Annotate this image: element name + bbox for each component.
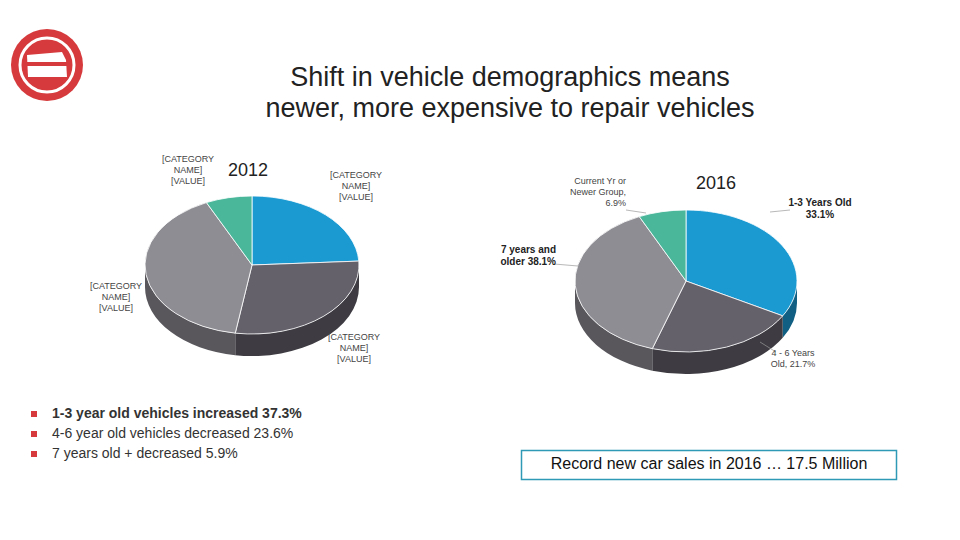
title: Shift in vehicle demographics means [160, 62, 860, 93]
leader-line [554, 264, 578, 266]
label-value: 21.7% [790, 359, 816, 369]
data-label: Current Yr or Newer Group, 6.9% [562, 176, 626, 209]
label-category: Current Yr or Newer Group, [570, 176, 626, 197]
callout-box [522, 451, 897, 480]
pie-slice [639, 210, 686, 281]
label-category: [CATEGORY NAME] [328, 332, 380, 353]
pie-slice [206, 196, 252, 265]
data-label: [CATEGORY NAME][VALUE] [160, 154, 216, 187]
label-category: 1-3 Years Old [788, 197, 851, 208]
label-value: 38.1% [528, 256, 556, 267]
title: newer, more expensive to repair vehicles [160, 93, 860, 124]
pie-title: 2012 [208, 160, 288, 181]
data-label: 7 years and older 38.1% [484, 244, 556, 268]
data-label: [CATEGORY NAME][VALUE] [326, 332, 382, 365]
bullet: 4-6 year old vehicles decreased 23.6% [52, 425, 293, 441]
leader-line [770, 210, 790, 212]
label-value: [VALUE] [337, 354, 371, 364]
data-label: 1-3 Years Old 33.1% [786, 197, 854, 221]
label-value: 6.9% [605, 198, 626, 208]
data-label: [CATEGORY NAME][VALUE] [88, 281, 144, 314]
label-value: [VALUE] [339, 192, 373, 202]
label-category: [CATEGORY NAME] [90, 281, 142, 302]
label-category: [CATEGORY NAME] [162, 154, 214, 175]
bullet: 1-3 year old vehicles increased 37.3% [52, 405, 302, 421]
data-label: [CATEGORY NAME][VALUE] [328, 170, 384, 203]
label-value: [VALUE] [99, 303, 133, 313]
bullet: 7 years old + decreased 5.9% [52, 445, 238, 461]
logo-shape [27, 52, 67, 77]
pie-slice [235, 261, 359, 334]
logo [11, 29, 83, 101]
logo-band [27, 62, 67, 66]
label-value: [VALUE] [171, 176, 205, 186]
data-label: 4 - 6 Years Old, 21.7% [762, 348, 824, 370]
pie [575, 210, 797, 374]
bullet-marker [31, 411, 37, 417]
bullet-marker [31, 431, 37, 437]
callout: Record new car sales in 2016 … 17.5 Mill… [522, 455, 896, 473]
label-category: [CATEGORY NAME] [330, 170, 382, 191]
logo-ring [20, 38, 74, 92]
pie-slice [252, 196, 359, 265]
page: Shift in vehicle demographics meansnewer… [0, 0, 960, 540]
pie-title: 2016 [676, 173, 756, 194]
leader-line [626, 210, 646, 213]
bullet-marker [31, 451, 37, 457]
logo-disc [11, 29, 83, 101]
pie [145, 196, 359, 356]
label-value: 33.1% [806, 209, 834, 220]
